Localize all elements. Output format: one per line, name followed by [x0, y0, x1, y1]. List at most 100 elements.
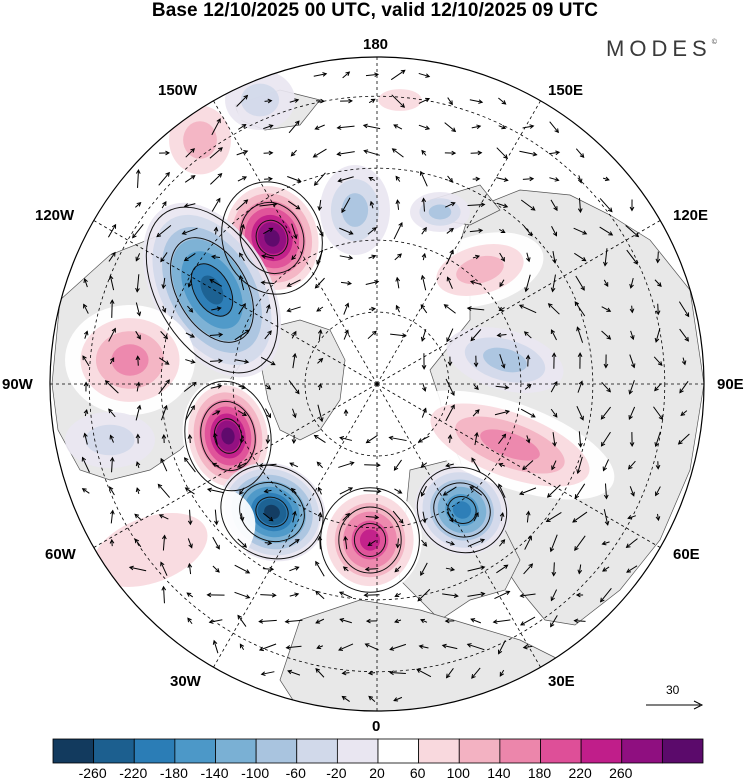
wind-arrow [574, 483, 586, 500]
wind-arrow [601, 306, 612, 312]
wind-arrow [315, 560, 325, 577]
wind-arrow [552, 251, 557, 264]
wind-arrow [446, 511, 454, 523]
colorbar-swatch [621, 738, 663, 764]
wind-arrow [187, 538, 193, 549]
wind-arrow [342, 71, 351, 79]
wind-arrow [343, 329, 349, 340]
wind-arrow [578, 431, 583, 448]
height-contour [320, 487, 420, 593]
wind-arrow [546, 484, 561, 498]
wind-arrow [395, 175, 401, 182]
wind-arrow [110, 509, 115, 524]
wind-arrow [469, 486, 483, 496]
wind-arrow [391, 94, 406, 108]
wind-arrow [654, 327, 661, 343]
height-contour [213, 418, 243, 454]
wind-arrow [292, 408, 297, 419]
wind-arrow [239, 513, 245, 522]
wind-arrow [317, 404, 324, 423]
wind-arrow [654, 431, 661, 448]
wind-arrow [161, 534, 167, 551]
wind-arrow [83, 408, 89, 417]
wind-arrow [109, 538, 115, 547]
wind-vectors [81, 69, 690, 702]
wind-arrow [421, 407, 427, 418]
wind-arrow [418, 97, 431, 104]
anomaly-level [378, 89, 422, 111]
height-contour [353, 523, 387, 557]
height-contour [170, 237, 254, 343]
wind-arrow [108, 327, 116, 342]
wind-arrow [473, 384, 479, 391]
wind-arrow [237, 410, 247, 417]
wind-arrow [339, 487, 354, 495]
height-contour [220, 464, 324, 560]
colorbar-tick-label: -180 [159, 765, 188, 781]
colorbar-swatch [296, 738, 338, 764]
wind-arrow [161, 305, 167, 314]
wind-arrow [654, 383, 662, 392]
wind-arrow [470, 618, 482, 624]
wind-arrow [473, 355, 479, 368]
wind-arrow [499, 252, 505, 262]
wind-arrow [680, 410, 688, 417]
contour-group [184, 380, 272, 492]
wind-arrow [316, 644, 324, 650]
wind-arrow [498, 306, 505, 311]
wind-arrow [466, 306, 485, 311]
wind-arrow [445, 668, 454, 679]
wind-arrow [519, 150, 538, 157]
wind-arrow [236, 149, 249, 156]
wind-arrow [183, 203, 196, 208]
wind-arrow [393, 124, 403, 130]
wind-arrow [261, 254, 275, 259]
wind-arrow [420, 485, 427, 497]
wind-arrow [315, 668, 325, 678]
wind-arrow [524, 535, 532, 550]
colorbar-swatch [540, 738, 582, 764]
wind-arrow [156, 224, 172, 238]
wind-arrow [260, 592, 277, 598]
wind-arrow [625, 225, 640, 238]
wind-arrow [211, 118, 221, 136]
wind-arrow [416, 668, 432, 678]
wind-arrow [266, 303, 271, 314]
wind-arrow [316, 461, 324, 469]
wind-arrow [161, 200, 167, 209]
wind-arrow [284, 619, 303, 624]
wind-arrow [211, 306, 222, 311]
wind-arrow [575, 592, 584, 598]
wind-arrow [183, 381, 197, 392]
anomaly-blob [65, 305, 195, 415]
anomaly-level [341, 193, 369, 227]
wind-arrow [368, 98, 376, 104]
wind-arrow [422, 511, 427, 524]
height-contour [221, 181, 323, 295]
wind-arrow [469, 99, 484, 104]
wind-arrow [602, 176, 610, 182]
wind-arrow [367, 227, 377, 235]
wind-arrow [494, 409, 511, 416]
wind-arrow [135, 487, 141, 495]
wind-arrow [498, 433, 507, 445]
wind-arrow [655, 251, 661, 264]
graticule [50, 57, 704, 711]
wind-arrow [445, 566, 456, 572]
wind-arrow [211, 197, 221, 212]
wind-arrow [470, 329, 482, 342]
wind-arrow [265, 384, 272, 390]
wind-arrow [292, 352, 297, 369]
wind-arrow [237, 176, 248, 182]
wind-arrow [522, 644, 533, 650]
wind-arrow [288, 120, 300, 134]
wind-arrow [629, 486, 635, 497]
wind-arrow [445, 378, 455, 397]
wind-arrow [128, 565, 147, 572]
wind-arrow [158, 171, 170, 186]
height-contour [184, 380, 272, 492]
wind-arrow [498, 462, 505, 468]
wind-arrow [109, 357, 115, 365]
wind-arrow [258, 643, 277, 652]
wind-arrow [135, 381, 141, 392]
